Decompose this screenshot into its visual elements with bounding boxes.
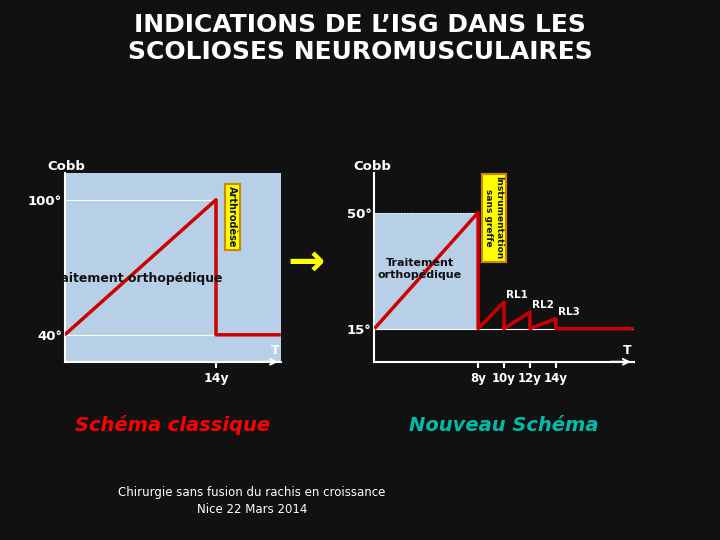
- Text: T: T: [271, 344, 279, 357]
- Bar: [374, 213, 478, 329]
- Text: RL3: RL3: [558, 307, 580, 317]
- Text: Arthrodèse: Arthrodèse: [228, 186, 237, 248]
- Text: RL2: RL2: [532, 300, 554, 310]
- Text: Cobb: Cobb: [48, 160, 86, 173]
- Text: INDICATIONS DE L’ISG DANS LES
SCOLIOSES NEUROMUSCULAIRES: INDICATIONS DE L’ISG DANS LES SCOLIOSES …: [127, 14, 593, 64]
- Text: Traitement
orthopédique: Traitement orthopédique: [378, 258, 462, 280]
- Text: RL1: RL1: [506, 290, 528, 300]
- Text: Instrumentation
sans greffe: Instrumentation sans greffe: [484, 176, 503, 259]
- Text: Nouveau Schéma: Nouveau Schéma: [409, 416, 599, 435]
- Text: →: →: [287, 240, 325, 284]
- Text: Chirurgie sans fusion du rachis en croissance
Nice 22 Mars 2014: Chirurgie sans fusion du rachis en crois…: [118, 486, 386, 516]
- Text: Schéma classique: Schéma classique: [75, 415, 271, 435]
- Text: Traitement orthopédique: Traitement orthopédique: [48, 272, 222, 285]
- Text: T: T: [623, 343, 631, 356]
- Text: Cobb: Cobb: [354, 160, 392, 173]
